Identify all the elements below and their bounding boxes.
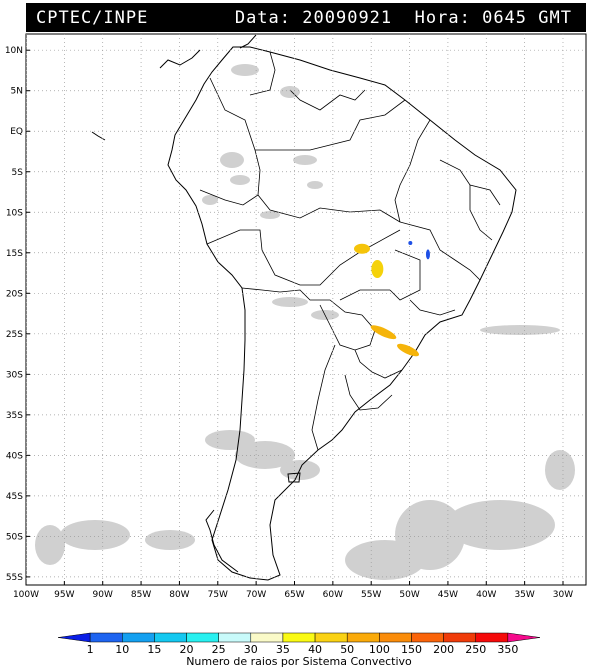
lat-label: EQ [10,127,23,137]
legend-value: 1 [87,643,94,656]
legend-swatch [475,632,509,643]
lon-label: 60W [323,590,343,600]
legend-swatch [154,632,187,643]
legend-value: 20 [180,643,194,656]
datetime-label: Data: 20090921 Hora: 0645 GMT [234,8,572,28]
lon-label: 70W [246,590,266,600]
latitude-labels: 10N 5N EQ 5S 10S 15S 20S 25S 30S 35S 40S 45S 50S 55S [5,46,30,583]
lat-label: 30S [6,370,23,380]
continent-outline [91,34,517,581]
map-frame [25,33,587,586]
lightning-system [425,249,430,260]
legend-value: 200 [433,643,454,656]
legend-swatch [314,632,348,643]
lightning-legend: 1 10 15 20 25 30 35 40 50 100 150 200 250 350 Numero d… [57,632,541,668]
lat-label: 25S [6,330,23,340]
lightning-system [397,343,420,357]
legend-swatch [507,632,541,643]
lat-label: 35S [6,411,23,421]
lightning-layer [354,241,430,357]
lat-label: 5N [11,87,23,97]
legend-swatch [346,632,380,643]
legend-value: 25 [212,643,226,656]
lon-label: 35W [514,590,534,600]
legend-swatch [218,632,252,643]
lat-label: 40S [6,451,23,461]
lon-label: 40W [476,590,496,600]
lon-label: 80W [169,590,189,600]
lightning-system [370,325,397,340]
lat-label: 45S [6,492,23,502]
satellite-cloud-layer [35,64,575,580]
legend-value: 350 [497,643,518,656]
legend-value: 40 [308,643,322,656]
legend-swatch [282,632,316,643]
legend-value: 10 [115,643,129,656]
legend-swatch [186,632,219,643]
lightning-system [354,243,370,254]
map-header: CPTEC/INPE Data: 20090921 Hora: 0645 GMT [26,3,586,32]
lon-label: 55W [361,590,381,600]
lon-label: 45W [438,590,458,600]
lon-label: 95W [54,590,74,600]
legend-value: 15 [147,643,161,656]
legend-value: 250 [465,643,486,656]
legend-swatch [379,632,412,643]
lon-label: 90W [93,590,113,600]
legend-swatch [250,632,284,643]
lightning-system [371,259,384,278]
lat-lon-grid [26,34,586,585]
lon-label: 65W [284,590,304,600]
lat-label: 10S [6,208,23,218]
legend-swatch [122,632,155,643]
legend-swatch [89,632,123,643]
lat-label: 50S [6,532,23,542]
lat-label: 10N [5,46,23,56]
lat-label: 55S [6,573,23,583]
legend-title: Numero de raios por Sistema Convectivo [186,655,412,668]
legend-value: 100 [369,643,390,656]
legend-swatch [57,632,91,643]
legend-swatch [443,632,476,643]
source-label: CPTEC/INPE [36,8,149,28]
lon-label: 75W [208,590,228,600]
country-borders [199,51,501,451]
lon-label: 50W [399,590,419,600]
lat-label: 5S [12,168,24,178]
legend-value: 30 [244,643,258,656]
lon-label: 85W [131,590,151,600]
longitude-labels: 100W 95W 90W 85W 80W 75W 70W 65W 60W 55W 50W 45W 40W… [13,581,573,600]
legend-value: 150 [401,643,422,656]
legend-swatch [411,632,444,643]
lat-label: 15S [6,249,23,259]
lon-label: 30W [553,590,573,600]
lat-label: 20S [6,289,23,299]
legend-value: 50 [340,643,354,656]
lon-label: 100W [13,590,39,600]
lightning-system [408,241,413,246]
legend-value: 35 [276,643,290,656]
